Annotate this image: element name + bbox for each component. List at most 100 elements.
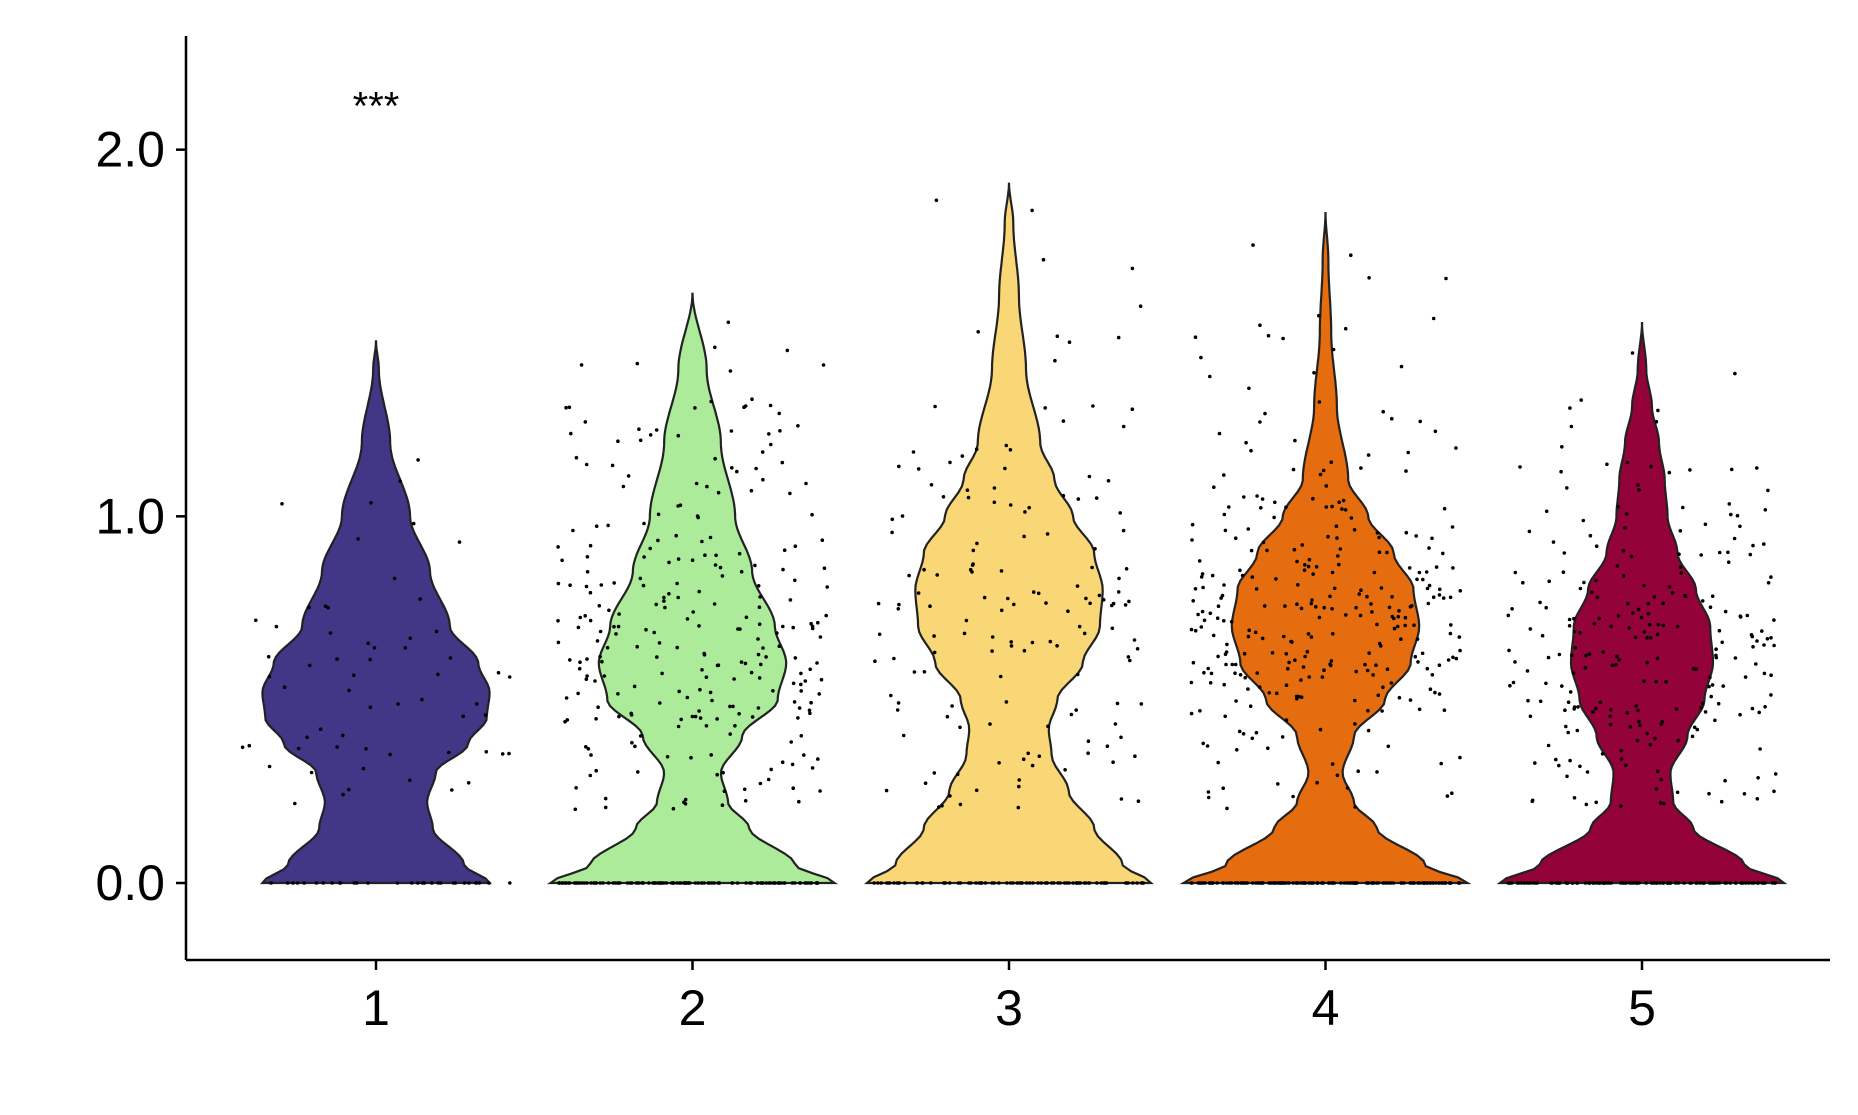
data-point-5 (1575, 728, 1580, 733)
data-point-2 (808, 667, 812, 672)
data-point-3 (1140, 881, 1145, 885)
data-point-4 (1448, 595, 1453, 600)
data-point-5 (1765, 637, 1770, 641)
data-point-3 (998, 674, 1003, 679)
data-point-2 (687, 881, 691, 885)
data-point-2 (712, 602, 717, 606)
data-point-5 (1554, 757, 1558, 762)
data-point-4 (1450, 791, 1454, 795)
data-point-2 (574, 455, 579, 460)
data-point-3 (923, 781, 928, 785)
data-point-5 (1675, 624, 1680, 629)
data-point-5 (1622, 881, 1626, 885)
data-point-2 (676, 433, 681, 438)
data-point-5 (1563, 708, 1567, 712)
data-point-3 (1077, 624, 1082, 629)
data-point-5 (1630, 351, 1635, 355)
data-point-2 (809, 881, 814, 885)
data-point-1 (341, 792, 345, 797)
data-point-4 (1224, 881, 1229, 885)
data-point-5 (1538, 600, 1542, 605)
data-point-3 (1017, 784, 1021, 789)
data-point-4 (1404, 469, 1408, 473)
data-point-3 (885, 881, 889, 885)
data-point-2 (693, 881, 698, 885)
data-point-5 (1638, 723, 1642, 728)
data-point-4 (1324, 484, 1329, 488)
data-point-3 (1101, 598, 1106, 602)
data-point-5 (1709, 694, 1713, 699)
data-point-5 (1510, 607, 1514, 611)
data-point-4 (1389, 681, 1394, 685)
data-point-3 (976, 330, 980, 334)
data-point-2 (698, 716, 703, 720)
data-point-5 (1750, 706, 1755, 711)
data-point-4 (1262, 604, 1267, 608)
data-point-5 (1738, 524, 1742, 529)
data-point-4 (1376, 881, 1381, 885)
data-point-4 (1410, 604, 1414, 608)
data-point-3 (999, 569, 1004, 573)
data-point-5 (1560, 684, 1564, 688)
data-point-2 (557, 881, 561, 885)
data-point-1 (416, 881, 420, 885)
data-point-2 (642, 521, 646, 526)
data-point-1 (321, 881, 326, 885)
data-point-5 (1688, 468, 1692, 472)
data-point-3 (1086, 751, 1090, 755)
data-point-4 (1337, 562, 1341, 567)
data-point-5 (1714, 647, 1718, 651)
data-point-4 (1428, 881, 1433, 885)
data-point-5 (1645, 660, 1649, 665)
data-point-2 (720, 803, 725, 807)
data-point-4 (1197, 559, 1202, 563)
data-point-5 (1616, 504, 1621, 509)
data-point-5 (1564, 724, 1568, 729)
data-point-4 (1425, 666, 1430, 671)
data-point-4 (1250, 881, 1255, 885)
data-point-2 (758, 595, 762, 599)
data-point-5 (1710, 683, 1715, 687)
data-point-5 (1517, 881, 1521, 885)
data-point-5 (1565, 774, 1569, 779)
data-point-2 (807, 708, 812, 713)
data-point-2 (583, 614, 587, 618)
data-point-2 (758, 781, 763, 786)
data-point-3 (979, 881, 984, 885)
data-point-1 (305, 735, 309, 740)
data-point-3 (1126, 881, 1130, 885)
data-point-1 (451, 881, 456, 885)
data-point-2 (728, 369, 733, 373)
data-point-4 (1433, 429, 1438, 434)
data-point-4 (1332, 586, 1337, 591)
data-point-2 (584, 745, 588, 749)
data-point-4 (1404, 530, 1409, 535)
data-point-4 (1330, 607, 1334, 611)
data-point-5 (1594, 706, 1598, 711)
data-point-4 (1287, 660, 1291, 665)
data-point-4 (1259, 881, 1263, 885)
data-point-5 (1678, 529, 1683, 533)
data-point-2 (579, 363, 584, 367)
data-point-2 (585, 570, 590, 574)
data-point-2 (806, 881, 810, 885)
data-point-2 (793, 656, 798, 660)
data-point-2 (799, 671, 803, 676)
data-point-4 (1229, 619, 1234, 624)
data-point-1 (356, 537, 360, 541)
data-point-4 (1358, 613, 1363, 618)
data-point-3 (1119, 797, 1124, 801)
data-point-4 (1326, 534, 1330, 539)
data-point-4 (1392, 626, 1397, 631)
data-point-3 (958, 725, 962, 730)
data-point-2 (715, 663, 720, 668)
data-point-3 (912, 670, 917, 674)
data-point-4 (1296, 583, 1300, 587)
data-point-2 (777, 411, 781, 416)
data-point-4 (1206, 666, 1210, 671)
data-point-4 (1299, 606, 1304, 611)
data-point-2 (662, 595, 666, 600)
data-point-5 (1594, 800, 1598, 805)
data-point-4 (1454, 656, 1459, 661)
data-point-1 (398, 479, 402, 483)
